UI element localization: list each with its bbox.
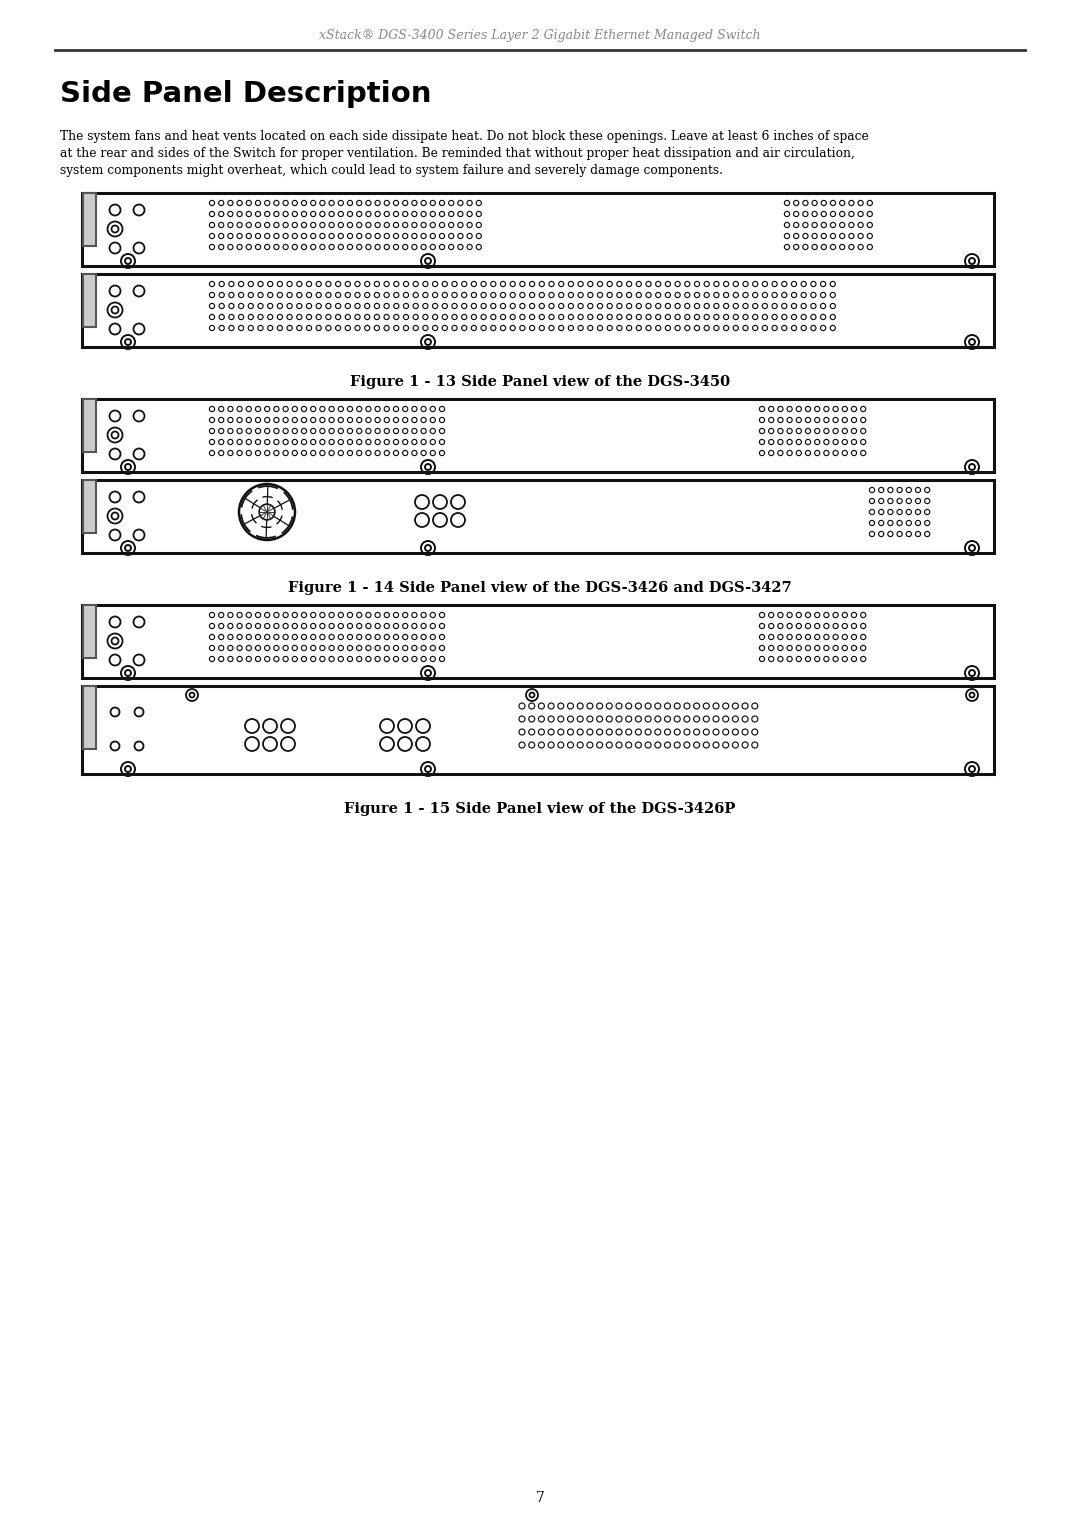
Bar	[82, 275, 994, 346]
Bar	[83, 398, 96, 452]
Bar	[82, 481, 994, 552]
Text: 7: 7	[536, 1491, 544, 1505]
Bar	[83, 275, 96, 327]
Bar	[83, 604, 96, 658]
Text: Figure 1 - 13 Side Panel view of the DGS-3450: Figure 1 - 13 Side Panel view of the DGS…	[350, 375, 730, 389]
Bar	[83, 192, 96, 246]
Bar	[82, 398, 994, 472]
Bar	[83, 687, 96, 749]
Text: xStack® DGS-3400 Series Layer 2 Gigabit Ethernet Managed Switch: xStack® DGS-3400 Series Layer 2 Gigabit …	[320, 29, 760, 41]
Text: The system fans and heat vents located on each side dissipate heat. Do not block: The system fans and heat vents located o…	[60, 130, 868, 143]
Bar	[82, 192, 994, 266]
Text: Figure 1 - 14 Side Panel view of the DGS-3426 and DGS-3427: Figure 1 - 14 Side Panel view of the DGS…	[288, 581, 792, 595]
Text: Figure 1 - 15 Side Panel view of the DGS-3426P: Figure 1 - 15 Side Panel view of the DGS…	[345, 803, 735, 816]
Bar	[82, 604, 994, 678]
Text: at the rear and sides of the Switch for proper ventilation. Be reminded that wit: at the rear and sides of the Switch for …	[60, 146, 855, 160]
Text: system components might overheat, which could lead to system failure and severel: system components might overheat, which …	[60, 163, 723, 177]
Bar	[83, 481, 96, 533]
Bar	[82, 687, 994, 774]
Text: Side Panel Description: Side Panel Description	[60, 79, 432, 108]
